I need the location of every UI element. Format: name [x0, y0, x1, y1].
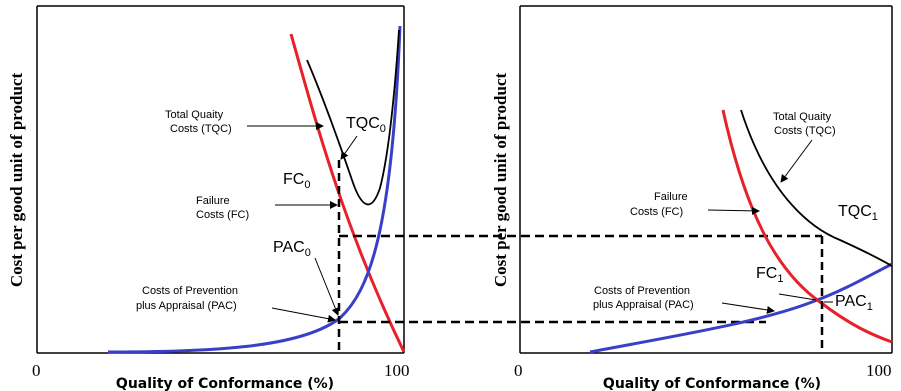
- left-x-axis-label: Quality of Conformance (%): [116, 376, 334, 391]
- left-tqc-point-label: TQC0: [346, 115, 386, 135]
- left-pac-text-line1: Costs of Prevention: [142, 285, 238, 297]
- right-fc-text-line1: Failure: [654, 191, 688, 203]
- left-total-cost-curve: [306, 29, 400, 206]
- right-tqc-text-line2: Costs (TQC): [774, 125, 836, 137]
- right-fc-point-pointer: [778, 293, 817, 301]
- left-pac-text-line2: plus Appraisal (PAC): [136, 300, 237, 312]
- left-tqc-text-line2: Costs (TQC): [170, 123, 232, 135]
- left-tqc-point-pointer: [340, 135, 358, 160]
- right-fc-point-label: FC1: [756, 265, 783, 285]
- left-tqc-text-line1: Total Quaity: [165, 109, 224, 121]
- right-prevention-cost-curve: [589, 262, 893, 354]
- right-tqc-text-line1: Total Quaity: [773, 111, 832, 123]
- left-pac-point-pointer: [314, 257, 340, 316]
- right-total-cost-curve: [740, 109, 893, 267]
- right-x-tick-100: 100: [866, 361, 892, 380]
- left-pac-point-label: PAC0: [273, 239, 311, 259]
- right-fc-text-line2: Costs (FC): [630, 206, 683, 218]
- right-pac-text-line1: Costs of Prevention: [594, 285, 690, 297]
- left-x-tick-0: 0: [32, 361, 41, 380]
- right-x-axis-label: Quality of Conformance (%): [603, 376, 821, 391]
- left-fc-point-label: FC0: [283, 171, 310, 191]
- left-panel: Total Quaity Costs (TQC) TQC0 FC0 Failur…: [7, 5, 410, 391]
- right-failure-cost-curve: [721, 109, 893, 344]
- right-pac-text-line2: plus Appraisal (PAC): [593, 299, 694, 311]
- left-fc-text-line1: Failure: [196, 195, 230, 207]
- right-pac-point-label: PAC1: [835, 293, 873, 313]
- left-pac-pointer: [271, 307, 336, 323]
- right-panel: Total Quaity Costs (TQC) TQC1 Failure Co…: [491, 5, 893, 391]
- left-x-tick-100: 100: [384, 361, 410, 380]
- right-tqc-pointer: [780, 139, 813, 183]
- right-y-axis-label: Cost per good unit of product: [491, 73, 510, 288]
- right-fc-pointer: [707, 206, 760, 215]
- left-fc-text-line2: Costs (FC): [196, 209, 249, 221]
- right-x-tick-0: 0: [514, 361, 523, 380]
- left-y-axis-label: Cost per good unit of product: [7, 73, 26, 288]
- left-failure-cost-curve: [289, 33, 406, 353]
- right-pac-pointer: [721, 302, 775, 314]
- right-tqc-point-label: TQC1: [838, 203, 878, 223]
